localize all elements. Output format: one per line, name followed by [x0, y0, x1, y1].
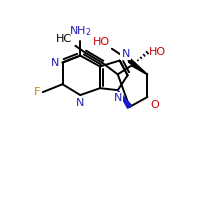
Text: HO: HO	[93, 37, 110, 47]
Text: HC: HC	[56, 34, 72, 44]
Polygon shape	[128, 59, 147, 74]
Text: NH$_2$: NH$_2$	[69, 24, 92, 38]
Text: HO: HO	[149, 47, 166, 57]
Text: N: N	[122, 49, 130, 59]
Polygon shape	[118, 90, 132, 108]
Text: N: N	[114, 93, 122, 103]
Text: N: N	[76, 98, 84, 108]
Text: F: F	[33, 87, 40, 97]
Text: O: O	[150, 100, 159, 110]
Text: N: N	[51, 58, 60, 68]
